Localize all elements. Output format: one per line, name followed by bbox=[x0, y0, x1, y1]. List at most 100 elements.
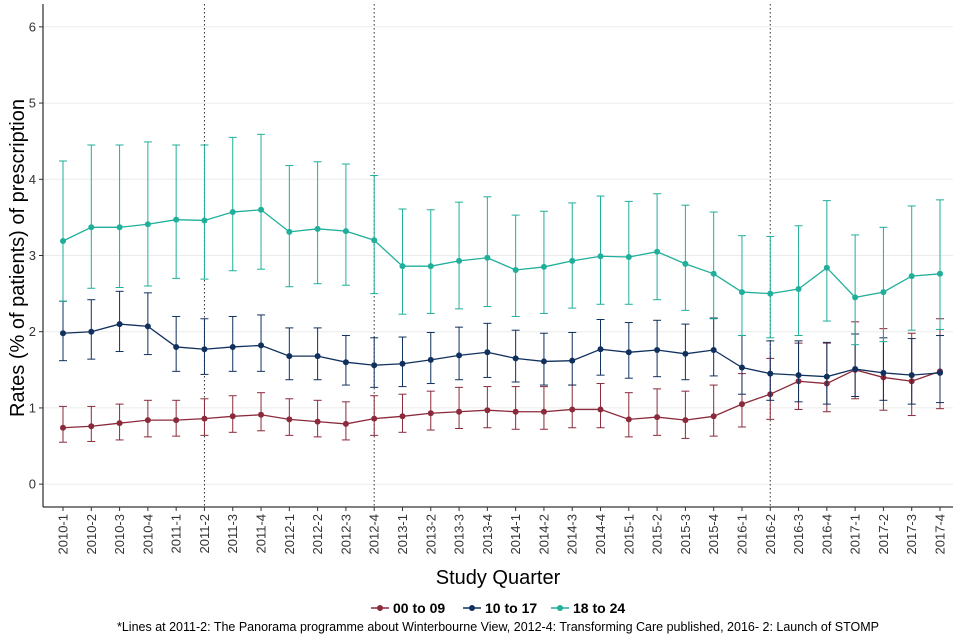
data-point bbox=[342, 359, 349, 366]
data-point bbox=[88, 224, 95, 231]
series-line bbox=[62, 369, 941, 429]
data-point bbox=[286, 353, 293, 360]
data-point bbox=[540, 358, 547, 365]
gridlines bbox=[43, 26, 953, 485]
data-point bbox=[597, 406, 604, 413]
y-axis-title: Rates (% of patients) of prescription bbox=[7, 99, 29, 417]
data-point bbox=[569, 257, 576, 264]
data-point bbox=[880, 289, 887, 296]
legend: 00 to 09 10 to 17 18 to 24 bbox=[371, 600, 625, 616]
data-point bbox=[937, 369, 943, 376]
x-tick-label: 2013-4 bbox=[480, 514, 495, 554]
data-point bbox=[144, 417, 151, 424]
data-point bbox=[399, 360, 406, 367]
data-point bbox=[173, 216, 180, 223]
x-tick-label: 2017-2 bbox=[876, 514, 891, 554]
x-tick-label: 2016-2 bbox=[763, 514, 778, 554]
data-point bbox=[399, 413, 406, 420]
x-tick-label: 2011-3 bbox=[225, 514, 240, 554]
data-point bbox=[738, 401, 745, 408]
x-tick-label: 2013-1 bbox=[395, 514, 410, 554]
data-point bbox=[427, 356, 434, 363]
data-point bbox=[116, 420, 123, 427]
data-point bbox=[88, 423, 95, 430]
data-point bbox=[625, 416, 632, 423]
x-tick-label: 2015-4 bbox=[706, 514, 721, 554]
x-axis-title: Study Quarter bbox=[436, 567, 561, 589]
data-point bbox=[201, 346, 208, 353]
data-point bbox=[654, 248, 661, 255]
data-point bbox=[88, 328, 95, 335]
y-tick-label: 3 bbox=[29, 248, 36, 263]
data-point bbox=[427, 410, 434, 417]
series-group bbox=[59, 133, 944, 346]
x-tick-label: 2017-4 bbox=[933, 514, 948, 554]
data-point bbox=[597, 253, 604, 260]
data-point bbox=[597, 346, 604, 353]
x-tick-label: 2014-3 bbox=[565, 514, 580, 554]
data-point bbox=[852, 294, 859, 301]
data-point bbox=[569, 406, 576, 413]
data-point bbox=[484, 349, 491, 356]
x-tick-label: 2010-4 bbox=[140, 514, 155, 554]
data-point bbox=[710, 347, 717, 354]
x-tick-label: 2015-1 bbox=[621, 514, 636, 554]
data-point bbox=[314, 418, 321, 425]
data-point bbox=[342, 420, 349, 427]
data-point bbox=[399, 263, 406, 270]
x-tick-label: 2016-4 bbox=[819, 514, 834, 554]
data-point bbox=[767, 370, 774, 377]
data-point bbox=[229, 209, 236, 216]
y-tick-label: 0 bbox=[29, 477, 36, 492]
x-tick-label: 2015-2 bbox=[650, 514, 665, 554]
data-point bbox=[116, 321, 123, 328]
x-tick-label: 2011-4 bbox=[254, 514, 269, 554]
data-point bbox=[682, 417, 689, 424]
data-point bbox=[540, 263, 547, 270]
data-point bbox=[512, 408, 519, 415]
x-tick-label: 2011-1 bbox=[169, 514, 184, 554]
data-point bbox=[173, 417, 180, 424]
data-point bbox=[484, 254, 491, 261]
x-tick-label: 2011-2 bbox=[197, 514, 212, 554]
data-point bbox=[342, 228, 349, 235]
data-point bbox=[258, 411, 265, 418]
y-tick-label: 1 bbox=[29, 400, 36, 415]
data-point bbox=[173, 343, 180, 350]
series-line bbox=[62, 209, 941, 299]
x-tick-label: 2017-1 bbox=[848, 514, 863, 554]
y-tick-label: 5 bbox=[29, 96, 36, 111]
data-point bbox=[710, 413, 717, 420]
data-point bbox=[908, 273, 915, 280]
x-tick-label: 2015-3 bbox=[678, 514, 693, 554]
data-point bbox=[144, 323, 151, 330]
data-point bbox=[823, 264, 830, 271]
data-point bbox=[371, 362, 378, 369]
data-series bbox=[59, 133, 944, 443]
data-point bbox=[201, 415, 208, 422]
data-point bbox=[710, 270, 717, 277]
data-point bbox=[682, 260, 689, 267]
x-tick-label: 2014-2 bbox=[536, 514, 551, 554]
data-point bbox=[456, 408, 463, 415]
data-point bbox=[60, 424, 66, 431]
data-point bbox=[456, 257, 463, 264]
legend-label: 10 to 17 bbox=[485, 600, 537, 616]
x-tick-label: 2013-2 bbox=[423, 514, 438, 554]
x-tick-label: 2010-3 bbox=[112, 514, 127, 554]
series-line bbox=[62, 323, 941, 378]
data-point bbox=[456, 352, 463, 359]
data-point bbox=[625, 254, 632, 261]
data-point bbox=[286, 228, 293, 235]
data-point bbox=[60, 330, 66, 337]
x-tick-label: 2012-2 bbox=[310, 514, 325, 554]
x-tick-label: 2014-1 bbox=[508, 514, 523, 554]
data-point bbox=[908, 372, 915, 379]
x-tick-label: 2014-4 bbox=[593, 514, 608, 554]
x-tick-label: 2016-1 bbox=[734, 514, 749, 554]
x-tick-label: 2010-2 bbox=[84, 514, 99, 554]
x-axis-ticks: 2010-1 2010-2 2010-3 2010-4 2011-1 2011-2 2011… bbox=[56, 507, 948, 554]
data-point bbox=[852, 366, 859, 373]
x-tick-label: 2017-3 bbox=[904, 514, 919, 554]
